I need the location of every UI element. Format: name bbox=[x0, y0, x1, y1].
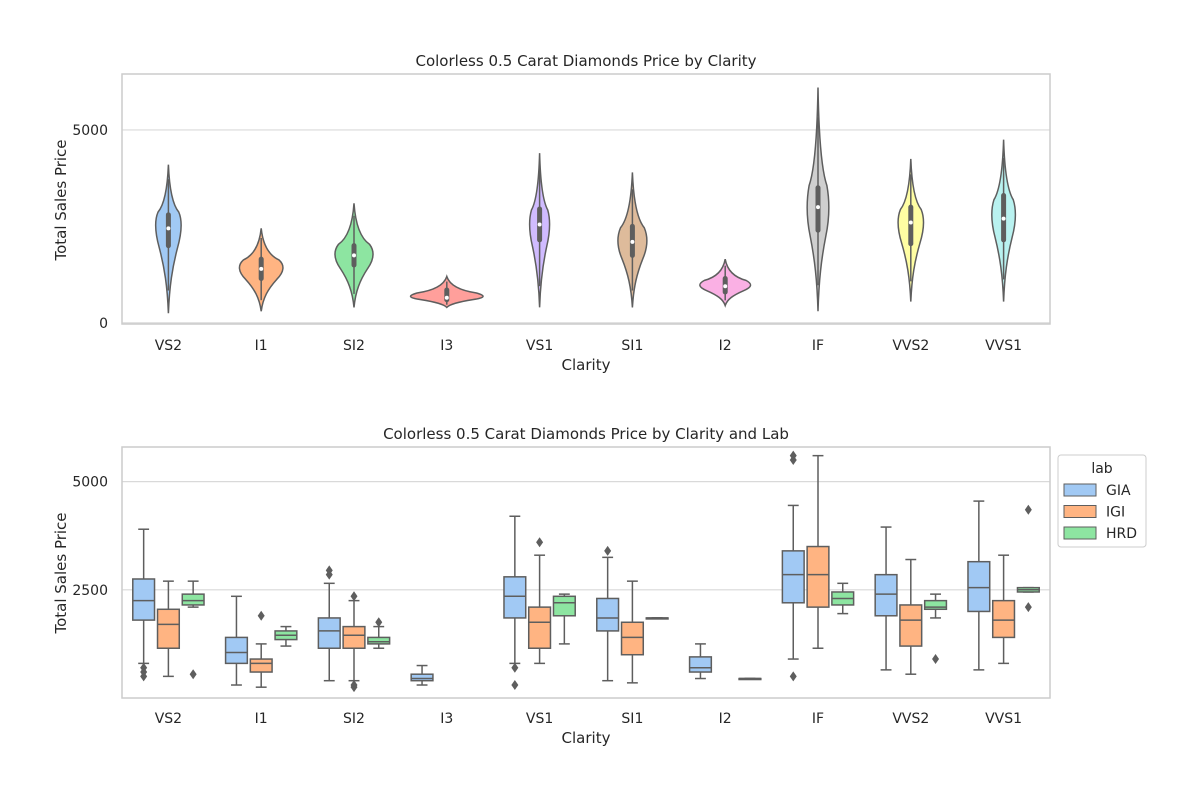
violin-median-dot bbox=[259, 266, 264, 271]
box-outlier bbox=[375, 617, 383, 628]
box-xtick-label: I3 bbox=[440, 711, 453, 727]
box-xtick-label: VVS1 bbox=[985, 711, 1022, 727]
box-outlier bbox=[536, 537, 544, 548]
box-body bbox=[224, 636, 249, 665]
box-body bbox=[503, 576, 527, 619]
violin-ytick-label: 0 bbox=[99, 316, 108, 332]
box-outlier bbox=[325, 565, 333, 576]
box-body bbox=[620, 621, 645, 656]
box-body bbox=[156, 608, 181, 649]
box-outlier bbox=[350, 591, 358, 602]
box-xtick-label: I2 bbox=[719, 711, 732, 727]
box-ytick-label: 5000 bbox=[72, 475, 108, 491]
box-outlier bbox=[511, 662, 519, 673]
violin-xtick-label: I1 bbox=[255, 338, 268, 354]
box-body bbox=[688, 656, 713, 673]
legend-title: lab bbox=[1091, 461, 1112, 477]
box-body bbox=[552, 595, 576, 617]
violin-xtick-label: VVS2 bbox=[892, 338, 929, 354]
violin-chart-ylabel: Total Sales Price bbox=[52, 139, 70, 261]
box-xtick-label: SI2 bbox=[343, 711, 365, 727]
box-outlier bbox=[140, 671, 148, 682]
violin-plot-frame bbox=[121, 73, 1051, 325]
violin-xtick-label: VS2 bbox=[155, 338, 182, 354]
violin-median-dot bbox=[352, 253, 356, 258]
violin-median-dot bbox=[816, 205, 820, 210]
box-chart-ylabel: Total Sales Price bbox=[52, 512, 70, 634]
box-xtick-label: VS1 bbox=[526, 711, 553, 727]
box-body bbox=[899, 604, 923, 647]
violin-chart-title: Colorless 0.5 Carat Diamonds Price by Cl… bbox=[415, 52, 756, 70]
violin-chart: Colorless 0.5 Carat Diamonds Price by Cl… bbox=[52, 52, 1051, 374]
box-body bbox=[806, 545, 830, 608]
box-xtick-label: I1 bbox=[255, 711, 268, 727]
box-ytick-label: 2500 bbox=[72, 583, 108, 599]
box-body bbox=[991, 599, 1016, 639]
violin-median-dot bbox=[630, 239, 635, 244]
violin-xtick-label: IF bbox=[812, 338, 824, 354]
box-body bbox=[781, 550, 805, 604]
violin-xtick-label: VVS1 bbox=[985, 338, 1022, 354]
box-xtick-label: IF bbox=[812, 711, 824, 727]
box-outlier bbox=[1024, 504, 1032, 515]
violin-xtick-label: VS1 bbox=[526, 338, 553, 354]
violin-xtick-label: SI2 bbox=[343, 338, 365, 354]
legend-swatch-hrd bbox=[1063, 526, 1097, 540]
legend-frame bbox=[1057, 454, 1147, 548]
violin-xtick-label: I2 bbox=[719, 338, 732, 354]
box-body bbox=[181, 593, 205, 606]
legend-swatch-gia bbox=[1063, 483, 1097, 497]
box-body bbox=[317, 617, 341, 649]
box-body bbox=[874, 573, 898, 617]
box-chart-xlabel: Clarity bbox=[562, 729, 611, 747]
box-body bbox=[249, 658, 273, 673]
box-outlier bbox=[789, 450, 797, 461]
legend-label-hrd: HRD bbox=[1106, 526, 1137, 542]
box-outlier bbox=[189, 669, 197, 680]
box-outlier bbox=[932, 654, 940, 665]
violin-median-dot bbox=[908, 220, 913, 225]
legend-label-igi: IGI bbox=[1106, 505, 1125, 521]
box-outlier bbox=[257, 610, 265, 621]
box-chart: Colorless 0.5 Carat Diamonds Price by Cl… bbox=[52, 425, 1147, 747]
box-xtick-label: SI1 bbox=[621, 711, 643, 727]
violin-median-dot bbox=[1001, 216, 1006, 221]
violin-xtick-label: SI1 bbox=[621, 338, 643, 354]
box-body bbox=[967, 560, 991, 613]
box-plot-frame bbox=[121, 446, 1051, 699]
legend-label-gia: GIA bbox=[1106, 483, 1131, 499]
violin-median-dot bbox=[444, 295, 449, 300]
box-body bbox=[342, 625, 366, 649]
box-chart-title: Colorless 0.5 Carat Diamonds Price by Cl… bbox=[383, 425, 789, 443]
violin-chart-xlabel: Clarity bbox=[562, 356, 611, 374]
legend: lab GIA IGI HRD bbox=[1057, 454, 1147, 548]
violin-ytick-label: 5000 bbox=[72, 123, 108, 139]
box-xtick-label: VS2 bbox=[155, 711, 182, 727]
box-body bbox=[410, 673, 434, 682]
violin-median-dot bbox=[723, 284, 728, 289]
box-body bbox=[596, 597, 620, 632]
box-body bbox=[527, 606, 552, 649]
violin-median-dot bbox=[537, 222, 542, 227]
box-body bbox=[923, 599, 948, 611]
violin-xtick-label: I3 bbox=[440, 338, 453, 354]
violin-median-dot bbox=[166, 226, 171, 231]
box-body bbox=[367, 636, 391, 645]
box-xtick-label: VVS2 bbox=[892, 711, 929, 727]
box-outlier bbox=[350, 682, 358, 693]
legend-swatch-igi bbox=[1063, 505, 1097, 518]
box-outlier bbox=[511, 680, 519, 691]
box-outlier bbox=[789, 671, 797, 682]
box-body bbox=[132, 578, 156, 621]
box-outlier bbox=[1024, 602, 1032, 613]
box-outlier bbox=[604, 545, 612, 556]
